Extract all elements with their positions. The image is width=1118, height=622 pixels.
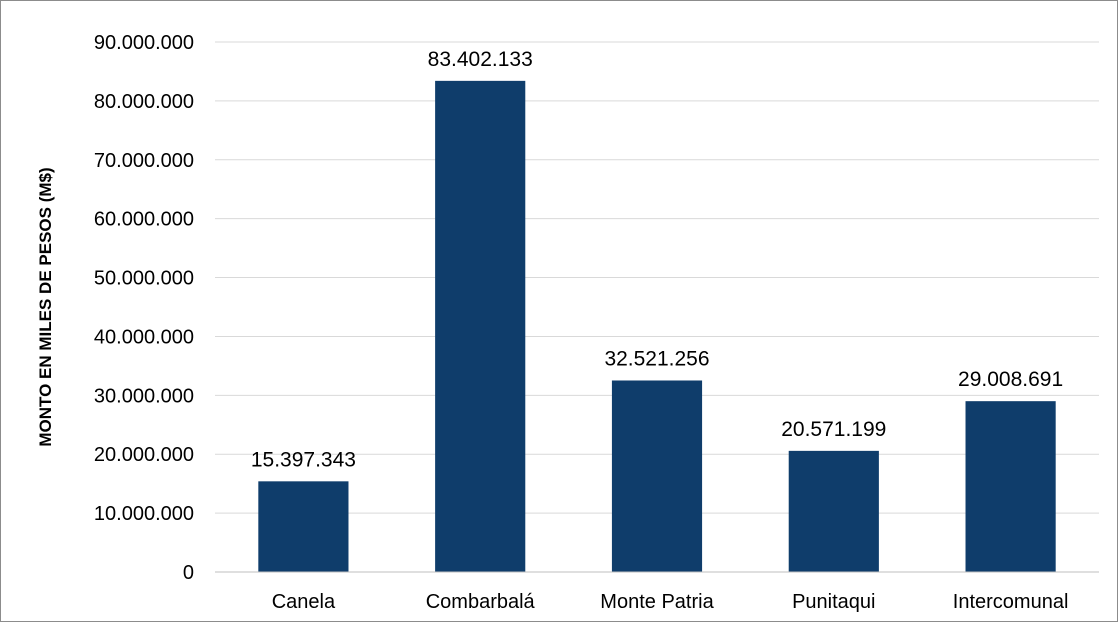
data-label: 20.571.199	[781, 418, 886, 441]
data-label: 15.397.343	[251, 448, 356, 471]
bar	[611, 380, 703, 572]
bars	[258, 80, 1056, 573]
y-axis-title: MONTO EN MILES DE PESOS (M$)	[36, 167, 55, 446]
x-tick-label: Punitaqui	[792, 591, 875, 613]
y-axis-ticks: 0 10.000.000 20.000.000 30.000.000 40.000.00…	[94, 32, 194, 584]
y-tick-label: 10.000.000	[94, 503, 194, 525]
x-axis-ticks: Canela Combarbalá Monte Patria Punitaqui Int…	[272, 591, 1069, 613]
y-tick-label: 60.000.000	[94, 209, 194, 231]
bar	[788, 450, 879, 572]
bar	[965, 401, 1056, 572]
y-tick-label: 50.000.000	[94, 268, 194, 290]
data-label: 32.521.256	[604, 347, 709, 370]
y-tick-label: 70.000.000	[94, 150, 194, 172]
data-label: 83.402.133	[428, 48, 533, 71]
y-tick-label: 80.000.000	[94, 91, 194, 113]
data-label: 29.008.691	[958, 368, 1063, 391]
data-labels: 15.397.343 83.402.133 32.521.256 20.571.199…	[251, 48, 1063, 471]
bar	[435, 80, 526, 573]
y-tick-label: 90.000.000	[94, 32, 194, 54]
x-tick-label: Combarbalá	[426, 591, 536, 613]
y-tick-label: 20.000.000	[94, 444, 194, 466]
y-tick-label: 0	[183, 562, 194, 584]
x-tick-label: Canela	[272, 591, 336, 613]
x-tick-label: Monte Patria	[600, 591, 714, 613]
bar	[258, 481, 349, 572]
y-tick-label: 40.000.000	[94, 326, 194, 348]
x-tick-label: Intercomunal	[953, 591, 1069, 613]
gridlines	[215, 41, 1099, 514]
y-tick-label: 30.000.000	[94, 385, 194, 407]
